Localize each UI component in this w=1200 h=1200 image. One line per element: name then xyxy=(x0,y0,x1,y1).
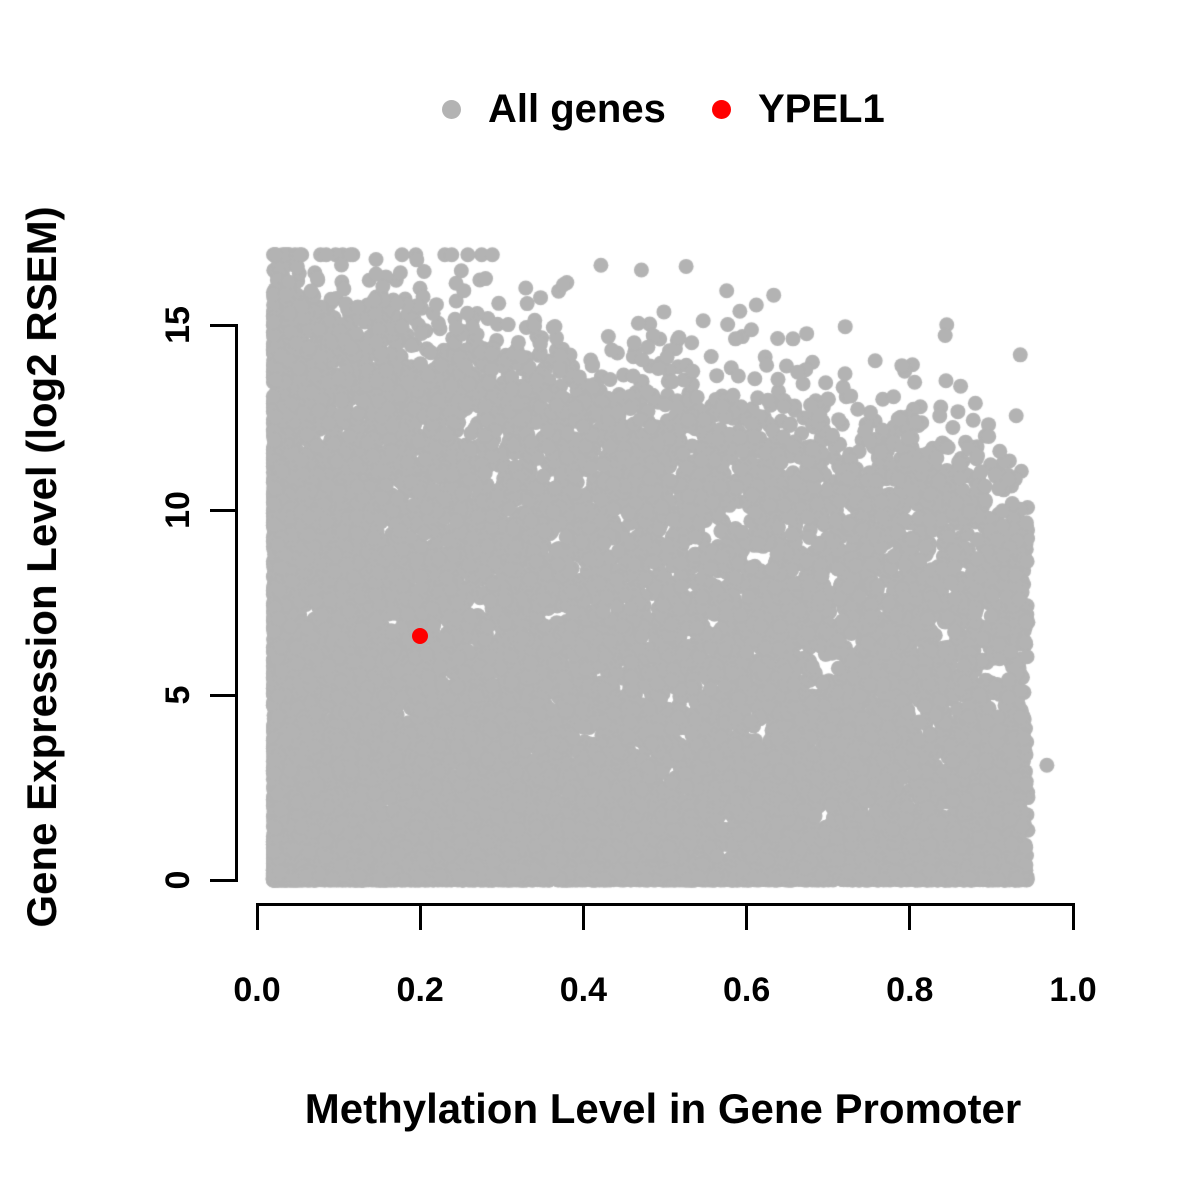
x-tick-mark xyxy=(745,904,749,930)
legend-label-all-genes: All genes xyxy=(488,87,666,131)
y-axis-title: Gene Expression Level (log2 RSEM) xyxy=(18,206,65,928)
legend-item-all-genes: All genes xyxy=(442,89,666,129)
x-tick-mark xyxy=(908,904,912,930)
y-tick-label: 5 xyxy=(159,685,197,705)
x-tick-mark xyxy=(581,904,585,930)
x-tick-label: 1.0 xyxy=(1049,971,1097,1009)
x-tick-label: 0.0 xyxy=(233,971,281,1009)
all-genes-marker-icon xyxy=(442,99,461,119)
x-tick-label: 0.2 xyxy=(396,971,444,1009)
x-axis-title: Methylation Level in Gene Promoter xyxy=(304,1085,1022,1132)
x-tick-label: 0.8 xyxy=(886,971,934,1009)
x-tick-label: 0.4 xyxy=(559,971,608,1009)
x-tick-mark xyxy=(1071,904,1075,930)
y-axis-line xyxy=(234,323,238,882)
x-tick-mark xyxy=(418,904,422,930)
y-tick-mark xyxy=(210,878,236,882)
y-tick-mark xyxy=(210,323,236,327)
y-tick-mark xyxy=(210,693,236,697)
y-tick-mark xyxy=(210,508,236,512)
y-tick-label: 0 xyxy=(159,870,197,890)
ypel1-point xyxy=(412,627,429,644)
legend-label-ypel1: YPEL1 xyxy=(758,87,885,131)
x-tick-mark xyxy=(255,904,259,930)
ypel1-marker-icon xyxy=(712,99,731,119)
x-tick-label: 0.6 xyxy=(722,971,771,1009)
y-tick-label: 15 xyxy=(159,306,197,344)
y-tick-label: 10 xyxy=(159,491,197,529)
x-axis-line xyxy=(255,902,1075,906)
legend-item-ypel1: YPEL1 xyxy=(712,89,885,129)
